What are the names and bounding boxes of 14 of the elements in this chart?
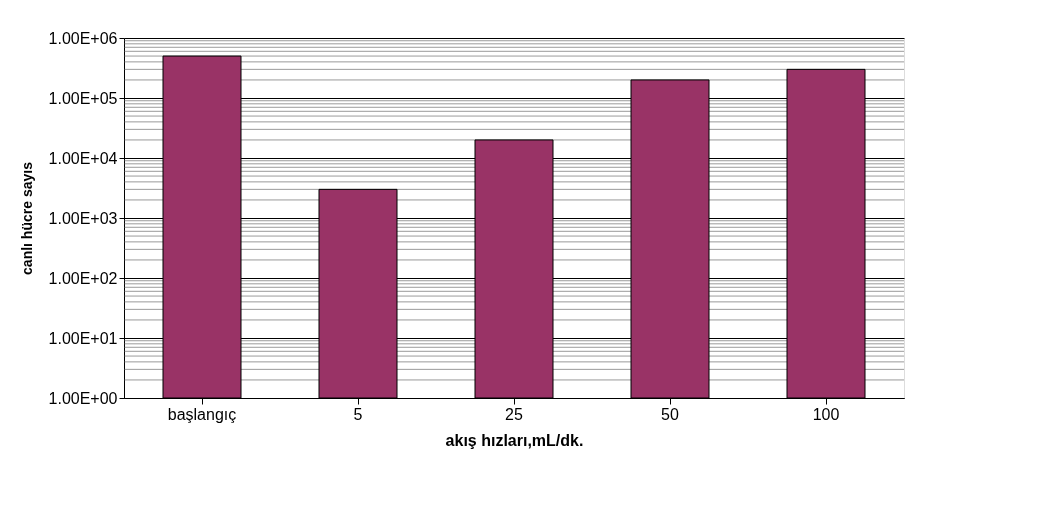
y-tick-label: 1.00E+05 <box>48 89 118 107</box>
y-tick-label: 1.00E+04 <box>48 149 118 167</box>
y-tick-label: 1.00E+06 <box>48 29 118 47</box>
x-tick-label: başlangıç <box>167 405 237 423</box>
y-tick-label: 1.00E+03 <box>48 209 118 227</box>
x-tick-label: 50 <box>661 405 679 423</box>
x-axis-title: akış hızları,mL/dk. <box>445 431 584 449</box>
y-axis-title: canlı hücre sayıs <box>18 161 35 275</box>
y-tick-label: 1.00E+00 <box>48 389 118 407</box>
x-tick-label: 100 <box>812 405 840 423</box>
y-tick-label: 1.00E+02 <box>48 269 118 287</box>
x-tick-label: 25 <box>505 405 523 423</box>
x-tick-label: 5 <box>353 405 363 423</box>
y-tick-label: 1.00E+01 <box>48 329 118 347</box>
